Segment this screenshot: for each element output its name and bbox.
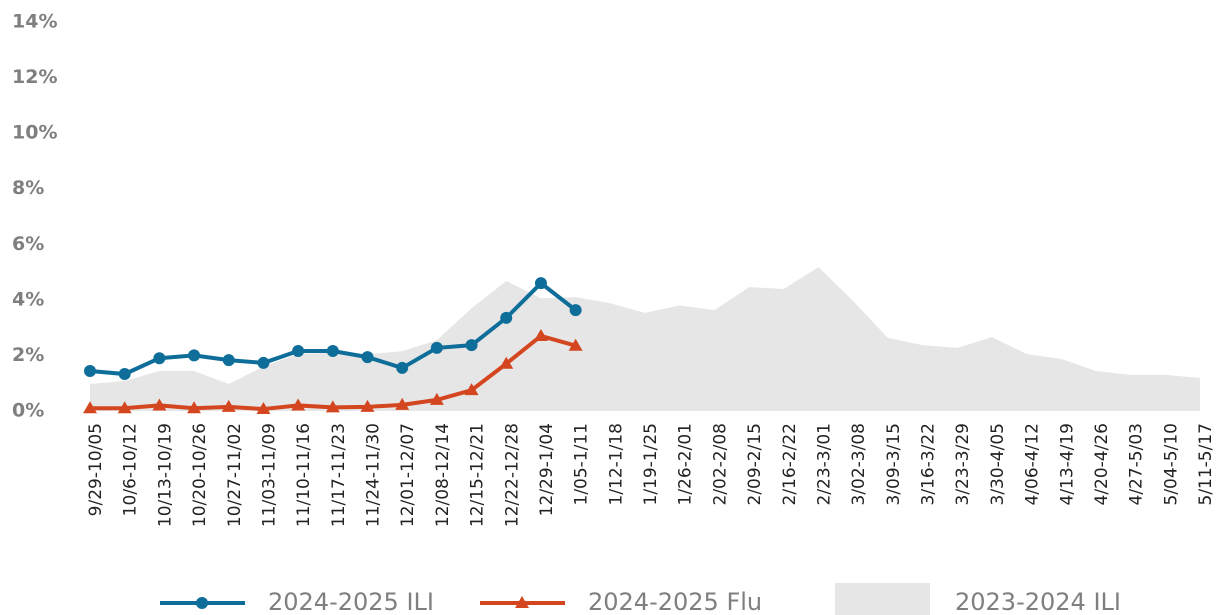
x-tick-label: 3/09-3/15 — [884, 423, 904, 506]
x-tick-label: 4/06-4/12 — [1023, 423, 1043, 506]
x-tick-label: 2/16-2/22 — [780, 423, 800, 506]
y-tick-label: 8% — [12, 177, 44, 199]
x-tick-label: 10/6-10/12 — [121, 423, 141, 516]
y-tick-label: 0% — [12, 400, 44, 422]
point — [395, 397, 410, 410]
point — [292, 344, 305, 357]
point — [117, 401, 132, 414]
x-tick-label: 3/23-3/29 — [953, 423, 973, 506]
point — [360, 399, 375, 412]
x-tick-label: 5/04-5/10 — [1161, 423, 1181, 506]
legend-label: 2024-2025 Flu — [588, 588, 762, 615]
legend-label: 2023-2024 ILI — [955, 588, 1121, 615]
x-tick-label: 12/15-12/21 — [468, 423, 488, 527]
point — [569, 304, 582, 317]
point — [153, 352, 166, 365]
point — [222, 354, 235, 367]
x-tick-label: 3/16-3/22 — [919, 423, 939, 506]
point — [257, 356, 270, 369]
y-tick-label: 12% — [12, 66, 57, 88]
x-tick-label: 1/19-1/25 — [641, 423, 661, 506]
point — [568, 338, 583, 351]
x-tick-label: 12/29-1/04 — [537, 423, 557, 516]
point — [430, 341, 443, 354]
x-tick-label: 2/23-3/01 — [814, 423, 834, 506]
point — [256, 402, 271, 415]
legend-swatch — [835, 583, 930, 615]
x-tick-label: 1/26-2/01 — [676, 423, 696, 506]
x-tick-label: 1/12-1/18 — [606, 423, 626, 506]
x-tick-label: 3/02-3/08 — [849, 423, 869, 506]
point — [534, 277, 547, 290]
point — [291, 398, 306, 411]
point — [499, 356, 514, 369]
y-tick-label: 4% — [12, 288, 44, 310]
point — [465, 339, 478, 352]
y-tick-label: 2% — [12, 344, 44, 366]
point — [118, 368, 131, 381]
x-tick-label: 4/27-5/03 — [1127, 423, 1147, 506]
point — [396, 361, 409, 374]
point — [196, 597, 208, 609]
y-tick-label: 14% — [12, 11, 57, 33]
x-tick-label: 10/13-10/19 — [155, 423, 175, 527]
x-tick-label: 11/10-11/16 — [294, 423, 314, 527]
point — [325, 400, 340, 413]
point — [429, 392, 444, 405]
x-tick-label: 4/13-4/19 — [1057, 423, 1077, 506]
point — [515, 596, 529, 608]
x-tick-label: 11/24-11/30 — [364, 423, 384, 527]
legend-label: 2024-2025 ILI — [268, 588, 434, 615]
x-tick-label: 10/20-10/26 — [190, 423, 210, 527]
point — [500, 311, 513, 324]
x-tick-label: 1/05-1/11 — [572, 423, 592, 506]
point — [533, 328, 548, 341]
point — [221, 399, 236, 412]
x-tick-label: 11/03-11/09 — [259, 423, 279, 527]
point — [83, 401, 97, 414]
point — [188, 349, 201, 362]
x-tick-label: 12/22-12/28 — [502, 423, 522, 527]
x-tick-label: 2/02-2/08 — [710, 423, 730, 506]
y-tick-label: 10% — [12, 122, 57, 144]
x-tick-label: 3/30-4/05 — [988, 423, 1008, 506]
point — [464, 383, 479, 396]
x-tick-label: 12/01-12/07 — [398, 423, 418, 527]
point — [152, 398, 167, 411]
point — [84, 364, 96, 377]
point — [187, 401, 202, 414]
x-tick-label: 4/20-4/26 — [1092, 423, 1112, 506]
x-tick-label: 10/27-11/02 — [225, 423, 245, 527]
x-tick-label: 9/29-10/05 — [86, 423, 106, 516]
point — [326, 344, 339, 357]
x-tick-label: 12/08-12/14 — [433, 423, 453, 527]
area — [90, 267, 1200, 411]
point — [361, 351, 374, 364]
x-tick-label: 2/09-2/15 — [745, 423, 765, 506]
x-tick-label: 5/11-5/17 — [1196, 423, 1216, 506]
x-tick-label: 11/17-11/23 — [329, 423, 349, 527]
y-tick-label: 6% — [12, 233, 44, 255]
